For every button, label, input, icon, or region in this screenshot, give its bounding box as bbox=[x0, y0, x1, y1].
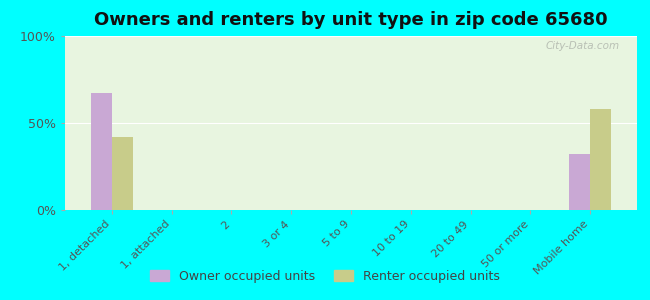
Bar bbox=[112, 137, 133, 210]
Bar bbox=[590, 109, 611, 210]
Bar bbox=[569, 154, 590, 210]
Title: Owners and renters by unit type in zip code 65680: Owners and renters by unit type in zip c… bbox=[94, 11, 608, 29]
Text: City-Data.com: City-Data.com bbox=[546, 41, 620, 51]
Legend: Owner occupied units, Renter occupied units: Owner occupied units, Renter occupied un… bbox=[146, 265, 504, 288]
Bar bbox=[91, 93, 112, 210]
